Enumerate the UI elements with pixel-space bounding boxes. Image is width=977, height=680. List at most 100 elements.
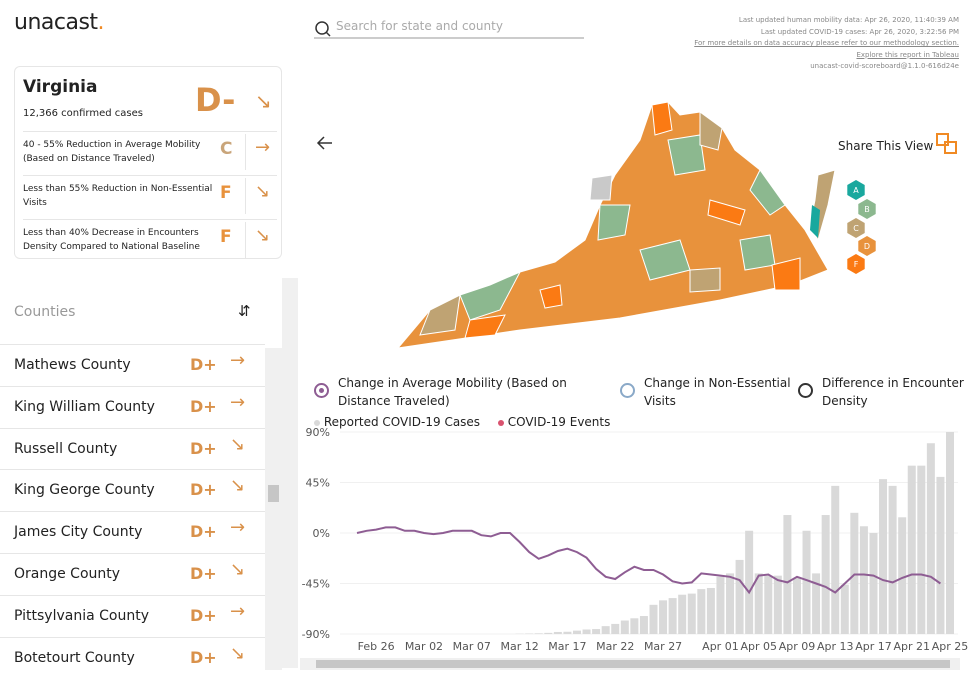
county-name: King William County [14, 398, 155, 415]
case-bar [869, 533, 878, 634]
legend-label: COVID-19 Events [507, 415, 611, 429]
legend-swatch [497, 420, 504, 426]
back-button[interactable] [316, 136, 332, 150]
v-scrollbar[interactable] [282, 278, 298, 668]
case-bar [917, 465, 926, 634]
state-name: Virginia [23, 77, 98, 97]
update-info[interactable]: Explore this report in Tableau [856, 50, 959, 59]
state-map[interactable] [396, 101, 836, 349]
case-bar [850, 512, 859, 634]
update-info[interactable]: For more details on data accuracy please… [694, 39, 959, 47]
county-row[interactable]: King George County D+ ↘ [0, 469, 265, 510]
radio-label[interactable]: Change in Non-Essential Visits [644, 376, 791, 408]
county-row[interactable]: Orange County D+ ↘ [0, 553, 265, 594]
case-bar [582, 629, 591, 634]
county-grade: D+ [190, 605, 217, 625]
v-scroll-thumb[interactable] [268, 485, 279, 502]
radio-label[interactable]: Difference in Encounter Density [822, 376, 964, 408]
case-bar [639, 616, 648, 634]
case-bar [601, 626, 610, 634]
case-bar [659, 600, 668, 634]
county-grade: D+ [190, 396, 217, 416]
chart-legend: Reported COVID-19 Cases COVID-19 Events [314, 415, 610, 429]
county-row[interactable]: James City County D+ → [0, 511, 265, 552]
county-grade: D+ [190, 564, 217, 583]
x-tick-label: Mar 17 [548, 640, 586, 653]
case-bar [898, 517, 907, 634]
y-tick-label: 0% [313, 527, 330, 540]
case-bar [802, 530, 811, 634]
update-info: Last updated COVID-19 cases: Apr 26, 202… [760, 27, 959, 36]
county-row[interactable]: Botetourt County D+ ↘ [0, 636, 265, 670]
counties-title: Counties [14, 304, 76, 320]
case-bar [764, 575, 773, 634]
share-label[interactable]: Share This View [838, 139, 934, 153]
grade-hex-label: D [864, 242, 870, 251]
case-bar [783, 515, 792, 634]
county-row[interactable]: King William County D+ → [0, 385, 265, 427]
county-grade: D+ [190, 647, 217, 667]
case-bar [687, 593, 696, 634]
x-tick-label: Mar 07 [453, 640, 491, 653]
state-card: Virginia 12,366 confirmed cases D- ↘ 40 … [14, 66, 282, 259]
county-trend: → [230, 517, 246, 539]
case-bar [630, 618, 639, 634]
search-input[interactable]: Search for state and county [336, 19, 503, 33]
divider [245, 134, 246, 170]
search-icon [325, 31, 331, 37]
state-trend: ↘ [255, 89, 272, 113]
radio-button[interactable] [798, 383, 813, 398]
county-grade: D+ [190, 480, 217, 500]
radio-button[interactable] [620, 383, 635, 398]
case-bar [859, 526, 868, 634]
case-bar [649, 604, 658, 634]
radio-button[interactable] [314, 383, 329, 398]
state-grade: D- [195, 81, 236, 119]
metric-trend: ↘ [255, 181, 271, 202]
divider [23, 131, 277, 132]
x-tick-label: Apr 01 [702, 640, 739, 653]
y-tick-label: -90% [302, 628, 330, 641]
x-tick-label: Apr 05 [740, 640, 777, 653]
case-bar [553, 631, 562, 634]
v-scrollbar[interactable] [265, 348, 282, 670]
share-icon[interactable] [936, 133, 957, 154]
y-tick-label: -45% [302, 578, 330, 591]
y-tick-label: 45% [306, 477, 330, 490]
case-bar [726, 573, 735, 634]
metric-grade: F [220, 227, 232, 247]
county-trend: → [230, 350, 246, 371]
county-row[interactable]: Russell County D+ ↘ [0, 427, 265, 469]
h-scroll-thumb[interactable] [316, 660, 950, 668]
case-bar [926, 443, 935, 634]
case-bar [544, 632, 553, 634]
radio-dot [319, 388, 324, 393]
case-bar [840, 584, 849, 634]
logo[interactable]: unacast. [14, 10, 105, 35]
x-tick-label: Apr 17 [855, 640, 892, 653]
county-name: King George County [14, 482, 155, 499]
case-bar [678, 594, 687, 634]
grade-hex [847, 254, 865, 274]
case-bar [812, 573, 821, 634]
x-tick-label: Mar 02 [405, 640, 443, 653]
logo-text: unacast [14, 10, 98, 35]
sort-button[interactable]: ⇵ [238, 302, 251, 320]
divider [23, 175, 277, 176]
x-tick-label: Mar 12 [500, 640, 538, 653]
case-bar [697, 589, 706, 634]
legend-swatch [314, 420, 320, 426]
mobility-line [356, 526, 941, 595]
case-bar [611, 623, 620, 634]
case-bar [821, 515, 830, 634]
metric-text: 40 - 55% Reduction in Average Mobility (… [23, 140, 201, 164]
radio-label[interactable]: Change in Average Mobility (Based on Dis… [338, 376, 567, 408]
metric-text: Less than 55% Reduction in Non-Essential… [23, 184, 213, 208]
county-row[interactable]: Mathews County D+ → [0, 344, 265, 385]
county-row[interactable]: Pittsylvania County D+ → [0, 594, 265, 636]
legend-label: Reported COVID-19 Cases [323, 415, 481, 429]
grade-hex [847, 218, 865, 238]
county-grade: D+ [190, 438, 217, 458]
case-bar [745, 530, 754, 634]
